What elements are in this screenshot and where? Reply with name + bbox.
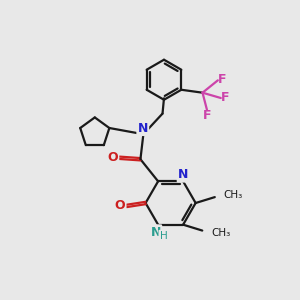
Text: O: O <box>115 200 125 212</box>
Text: H: H <box>160 231 167 241</box>
Text: N: N <box>151 226 161 238</box>
Text: F: F <box>203 109 212 122</box>
Text: CH₃: CH₃ <box>211 228 230 238</box>
Text: N: N <box>138 122 148 135</box>
Text: CH₃: CH₃ <box>224 190 243 200</box>
Text: O: O <box>107 151 118 164</box>
Text: F: F <box>218 73 227 86</box>
Text: N: N <box>178 168 188 181</box>
Text: F: F <box>221 92 230 104</box>
